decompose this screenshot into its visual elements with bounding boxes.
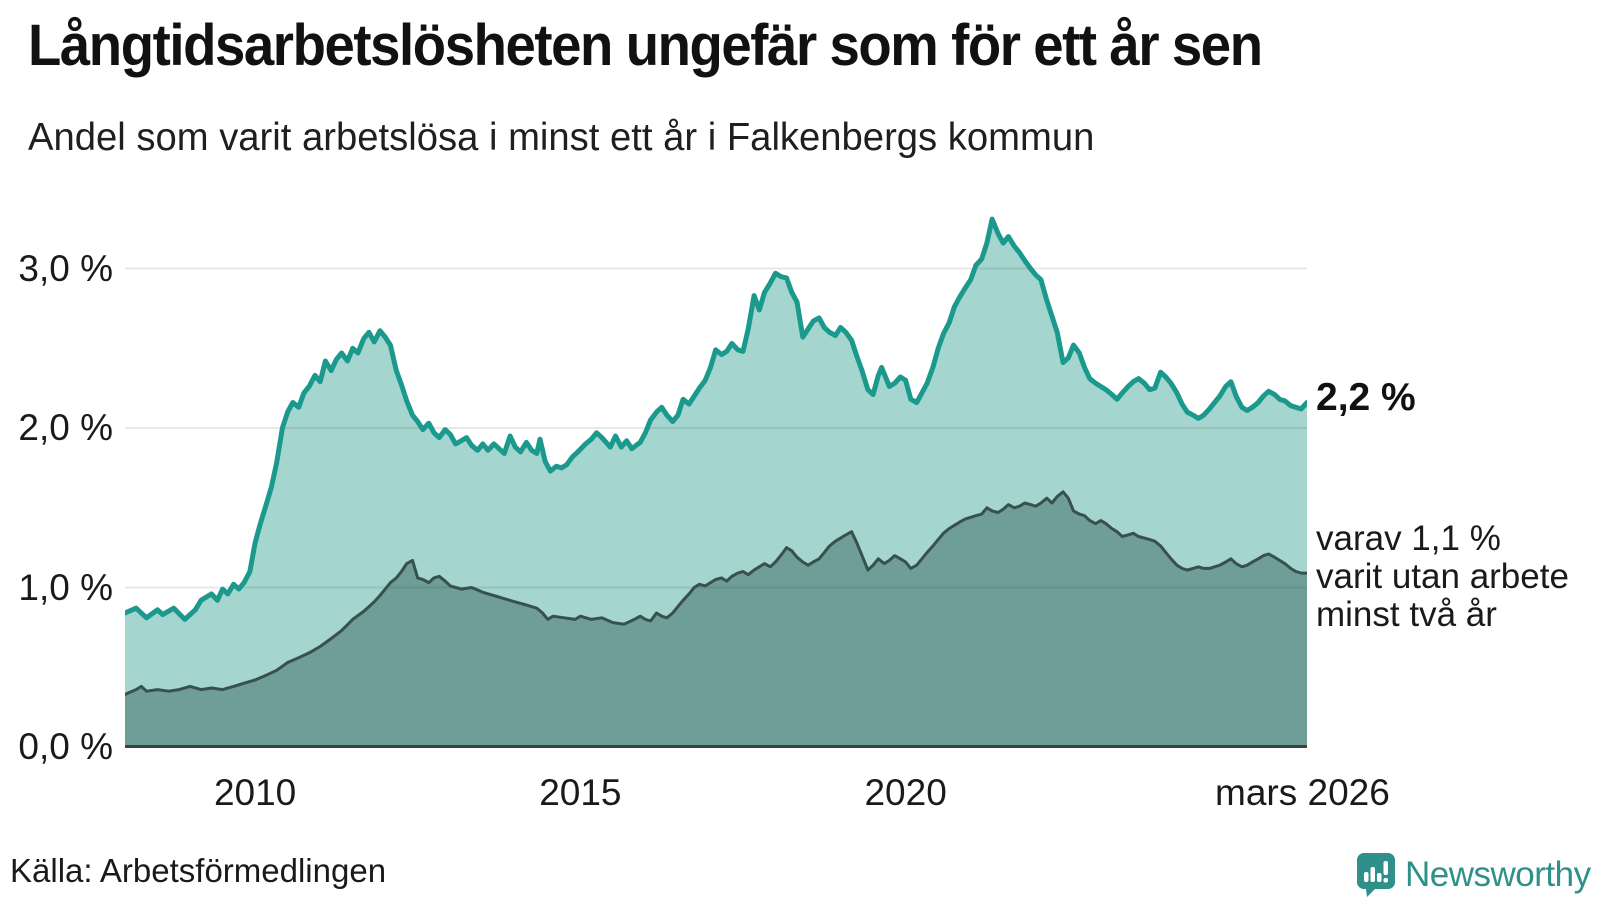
source-attribution: Källa: Arbetsförmedlingen (10, 852, 387, 889)
series2-annotation-line: varav 1,1 % (1316, 519, 1501, 558)
area-chart (125, 216, 1307, 748)
x-tick-label: 2010 (213, 772, 297, 813)
page-subtitle: Andel som varit arbetslösa i minst ett å… (28, 116, 1095, 159)
y-tick-label: 2,0 % (18, 407, 113, 448)
series-1-line (125, 216, 1307, 622)
y-tick-label: 3,0 % (18, 247, 113, 289)
series2-end-annotation: varav 1,1 % varit utan arbete minst två … (1316, 520, 1569, 634)
page-title: Långtidsarbetslösheten ungefär som för e… (28, 13, 1263, 78)
series2-annotation-line: varit utan arbete (1316, 557, 1569, 596)
newsworthy-logo[interactable]: Newsworthy (1356, 852, 1591, 898)
series2-annotation-line: minst två år (1316, 595, 1497, 634)
newsworthy-logo-icon (1356, 852, 1396, 898)
series1-end-value-label: 2,2 % (1316, 376, 1416, 420)
series-2-line (125, 490, 1307, 696)
y-tick-label: 1,0 % (18, 566, 113, 608)
y-tick-label: 0,0 % (18, 726, 113, 767)
x-tick-label: mars 2026 (1215, 772, 1390, 813)
x-tick-label: 2020 (864, 772, 947, 813)
x-tick-label: 2015 (539, 772, 622, 813)
series-2-area (125, 491, 1307, 747)
newsworthy-logo-text: Newsworthy (1405, 855, 1591, 894)
